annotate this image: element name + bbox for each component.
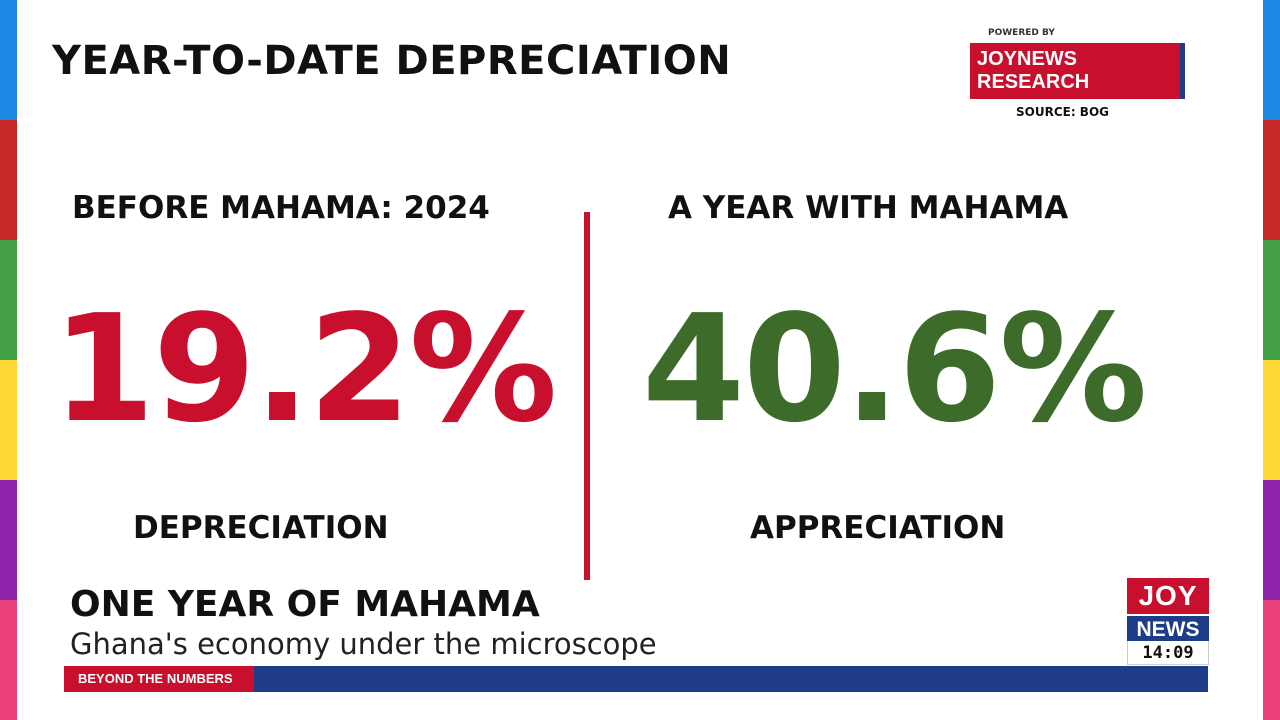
logo-news-text: NEWS: [1127, 614, 1209, 641]
lower-third-subtitle: Ghana's economy under the microscope: [70, 627, 657, 661]
edge-stripe: [1263, 0, 1280, 120]
edge-stripe: [1263, 600, 1280, 720]
powered-by-label: POWERED BY: [988, 28, 1055, 38]
research-brand-badge: JOYNEWS RESEARCH: [970, 43, 1185, 99]
broadcast-clock: 14:09: [1127, 641, 1209, 665]
right-column-heading: A YEAR WITH MAHAMA: [668, 190, 1069, 226]
column-divider: [584, 212, 590, 580]
depreciation-label: DEPRECIATION: [133, 510, 389, 546]
depreciation-value: 19.2%: [52, 283, 557, 455]
edge-stripe: [1263, 360, 1280, 480]
edge-stripe: [0, 600, 17, 720]
edge-stripe: [0, 0, 17, 120]
left-color-edge: [0, 0, 17, 720]
edge-stripe: [1263, 480, 1280, 600]
right-color-edge: [1263, 0, 1280, 720]
left-column-heading: BEFORE MAHAMA: 2024: [72, 190, 490, 226]
source-label: SOURCE: BOG: [1016, 105, 1110, 119]
lower-third-title: ONE YEAR OF MAHAMA: [70, 584, 540, 625]
edge-stripe: [0, 120, 17, 240]
lower-third-bar: BEYOND THE NUMBERS: [64, 666, 1208, 692]
graphic-title: YEAR-TO-DATE DEPRECIATION: [52, 38, 732, 84]
joy-news-logo: JOY NEWS 14:09: [1127, 578, 1209, 665]
edge-stripe: [1263, 240, 1280, 360]
appreciation-label: APPRECIATION: [750, 510, 1006, 546]
edge-stripe: [0, 240, 17, 360]
logo-joy-text: JOY: [1127, 578, 1209, 614]
edge-stripe: [0, 360, 17, 480]
edge-stripe: [1263, 120, 1280, 240]
edge-stripe: [0, 480, 17, 600]
appreciation-value: 40.6%: [642, 283, 1147, 455]
powered-by-block: POWERED BY JOYNEWS RESEARCH SOURCE: BOG: [970, 28, 1185, 119]
program-tag: BEYOND THE NUMBERS: [64, 666, 254, 692]
